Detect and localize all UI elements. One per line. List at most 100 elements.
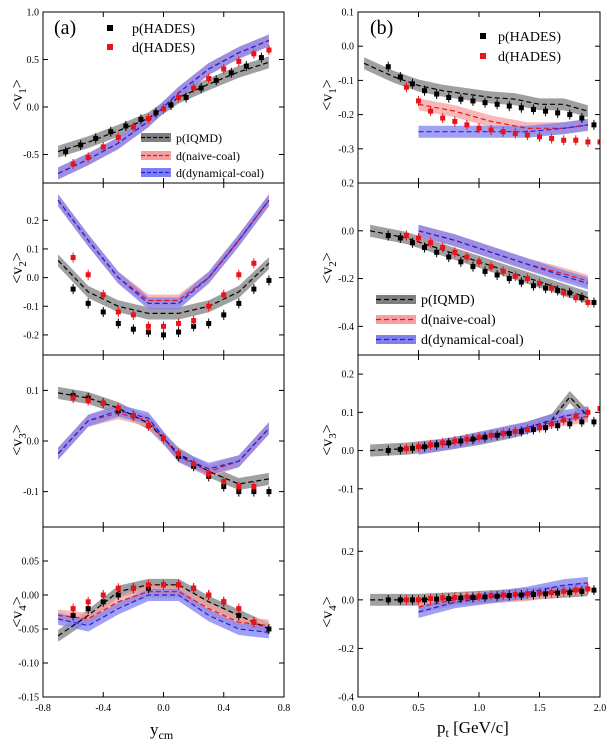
- y-title-b1-close: >: [319, 79, 336, 88]
- point-p-hades: [518, 279, 524, 285]
- point-p-hades: [176, 329, 182, 335]
- point-p-hades: [236, 489, 242, 495]
- legend-label-p-hades: p(HADES): [132, 22, 195, 37]
- panel-b-v4: -0.4 -0.2 0.0 0.2 0.0 0.5 1.0 1.5 2.0: [338, 526, 606, 714]
- point-d-hades: [251, 51, 257, 57]
- point-p-hades: [530, 106, 536, 112]
- point-d-hades: [476, 593, 482, 599]
- panel-a-v3: -0.1 0.0 0.1: [23, 354, 285, 528]
- point-d-hades: [561, 290, 567, 296]
- point-p-hades: [470, 594, 476, 600]
- point-d-hades: [206, 592, 212, 598]
- plot-inner-b-v4: [370, 576, 597, 618]
- point-p-hades: [385, 233, 391, 239]
- point-d-hades: [115, 134, 121, 140]
- y-axis-title-a-v3: <v3>: [9, 424, 29, 456]
- point-p-hades: [138, 116, 144, 122]
- point-p-hades: [422, 245, 428, 250]
- point-d-hades: [130, 124, 136, 130]
- y-title-b2: <v2>: [319, 252, 339, 284]
- legend-label-d-dyn: d(dynamical-coal): [176, 166, 264, 180]
- line-d-naive-coal: [57, 199, 270, 302]
- point-p-hades: [266, 489, 272, 495]
- legend-label-p-iqmd: p(IQMD): [176, 131, 222, 145]
- point-d-hades: [191, 461, 197, 467]
- point-d-hades: [597, 406, 600, 412]
- point-p-hades: [555, 110, 561, 116]
- point-d-hades: [488, 432, 494, 438]
- y-title-a1-sub: 1: [17, 88, 29, 94]
- point-p-hades: [206, 320, 212, 326]
- legend-label-p-iqmd-b: p(IQMD): [421, 293, 475, 308]
- point-d-hades: [512, 273, 518, 279]
- point-p-hades: [191, 323, 197, 329]
- point-d-hades: [266, 47, 272, 53]
- point-p-hades: [530, 283, 536, 289]
- ytick-label-a-v2: 0.2: [27, 216, 40, 227]
- point-d-hades: [573, 137, 579, 143]
- point-p-hades: [543, 108, 549, 114]
- point-p-hades: [482, 594, 488, 600]
- point-d-hades: [221, 478, 227, 484]
- xtick-label-b-v4: 1.5: [533, 703, 546, 714]
- y-title-a1: <v1>: [9, 79, 29, 111]
- y-title-a2-v: v: [9, 267, 26, 275]
- point-d-hades: [145, 423, 151, 429]
- point-p-hades: [530, 427, 536, 433]
- xtick-label-a-v4: 0.8: [278, 703, 291, 714]
- point-d-hades: [176, 95, 182, 100]
- y-axis-title-a-v2: <v2>: [9, 252, 29, 284]
- ytick-label-b-v1: -0.1: [338, 76, 354, 87]
- point-d-hades: [191, 585, 197, 591]
- point-d-hades: [440, 115, 446, 121]
- point-p-hades: [579, 115, 585, 121]
- y-axis-title-b-v3: <v3>: [319, 424, 339, 456]
- point-p-hades: [78, 142, 84, 148]
- legend-label-p-hades-b: p(HADES): [498, 30, 561, 45]
- point-d-hades: [191, 85, 197, 91]
- point-d-hades: [403, 233, 409, 239]
- legend-marker-p-hades-b: [480, 33, 486, 39]
- ytick-label-a-v2: 0.1: [27, 244, 40, 255]
- panel-label-b: (b): [370, 17, 393, 39]
- point-p-hades: [243, 63, 249, 69]
- point-d-hades: [428, 108, 434, 114]
- point-p-hades: [123, 123, 129, 129]
- ytick-label-a-v4: -0.15: [18, 693, 39, 704]
- point-d-hades: [403, 597, 409, 603]
- legend-marker-d-hades: [107, 44, 113, 50]
- point-p-hades: [482, 100, 488, 106]
- band-d-dynamical-coal: [418, 224, 588, 290]
- y-title-a4-sub: 4: [17, 605, 29, 611]
- point-p-hades: [70, 612, 76, 618]
- point-p-hades: [397, 74, 403, 80]
- point-p-hades: [470, 436, 476, 442]
- point-p-hades: [506, 103, 512, 109]
- point-d-hades: [403, 446, 409, 452]
- legend-b-models: p(IQMD) d(naive-coal) d(dynamical-coal): [376, 293, 524, 348]
- point-p-hades: [458, 438, 464, 444]
- point-d-hades: [585, 586, 591, 592]
- ytick-label-a-v3: 0.0: [27, 437, 40, 448]
- ytick-label-a-v4: 0.00: [22, 591, 40, 602]
- point-d-hades: [251, 484, 257, 490]
- point-d-hades: [524, 591, 530, 597]
- y-title-a3-sub: 3: [17, 433, 29, 439]
- point-d-hades: [512, 130, 518, 136]
- ytick-label-b-v3: 0.2: [342, 370, 355, 381]
- y-title-a3: <v3>: [9, 424, 29, 456]
- panel-b-v3: -0.1 0.0 0.1 0.2: [338, 354, 601, 528]
- point-d-hades: [161, 582, 166, 588]
- ytick-label-a-v2: -0.1: [23, 302, 39, 313]
- point-d-hades: [130, 312, 136, 318]
- point-p-hades: [555, 288, 561, 293]
- x-axis-title-b-unit: [GeV/c]: [449, 718, 509, 737]
- point-d-hades: [161, 323, 166, 329]
- point-d-hades: [452, 118, 458, 124]
- point-d-hades: [145, 115, 151, 121]
- point-p-hades: [422, 444, 428, 450]
- point-d-hades: [512, 428, 518, 434]
- point-d-hades: [464, 122, 470, 128]
- point-d-hades: [440, 245, 446, 250]
